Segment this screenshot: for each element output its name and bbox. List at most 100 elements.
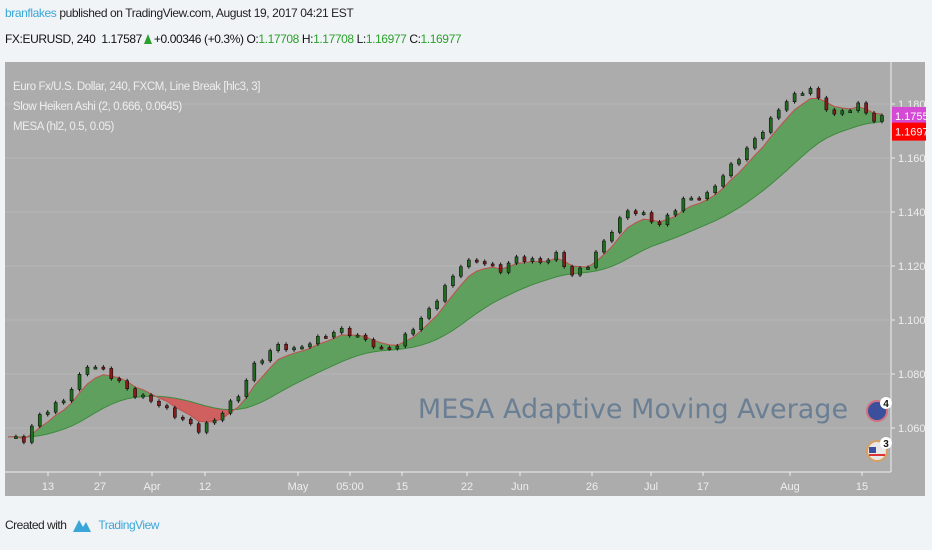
candle	[633, 210, 638, 215]
candle	[705, 192, 710, 199]
close-value: 1.16977	[420, 32, 462, 46]
chart-background	[5, 62, 925, 496]
candle	[419, 317, 423, 330]
candle	[355, 334, 360, 338]
mesa-cloud-segment	[627, 222, 636, 259]
publish-info: branflakes published on TradingView.com,…	[5, 6, 354, 20]
candle	[761, 132, 765, 139]
candle	[808, 88, 813, 94]
x-tick-label: May	[288, 481, 309, 493]
candle	[316, 336, 320, 345]
mesa-cloud-segment	[285, 352, 295, 390]
candle	[753, 138, 757, 149]
mesa-cloud-segment	[802, 98, 811, 157]
mesa-cloud-segment	[540, 260, 549, 283]
x-tick-label: 15	[856, 481, 868, 493]
event-count-badge	[880, 437, 892, 449]
high-value: 1.17708	[313, 32, 354, 46]
fama-line	[7, 121, 883, 438]
candle	[498, 264, 503, 273]
candle	[443, 285, 447, 302]
candle	[363, 334, 368, 340]
candle	[474, 259, 479, 263]
candle	[165, 405, 169, 409]
candle	[578, 267, 582, 276]
candle	[173, 407, 177, 418]
tradingview-logo-icon	[73, 520, 92, 532]
mesa-cloud-segment	[198, 403, 207, 423]
candle	[308, 343, 312, 348]
close-label: C:	[409, 32, 421, 46]
candle	[617, 217, 622, 233]
up-arrow-icon	[143, 34, 152, 44]
candle	[737, 159, 741, 165]
candle	[514, 256, 519, 264]
event-count: 3	[883, 439, 889, 450]
candle	[530, 258, 535, 262]
us-flag-canton	[869, 447, 876, 453]
candle	[546, 259, 551, 263]
candle	[610, 231, 614, 242]
candle	[157, 400, 161, 406]
candle	[602, 240, 606, 253]
candle	[506, 262, 511, 273]
author-link[interactable]: branflakes	[5, 6, 57, 20]
candle	[625, 210, 630, 219]
legend-heiken-ashi[interactable]: Slow Heiken Ashi (2, 0.666, 0.0645)	[13, 101, 182, 113]
candle	[554, 252, 559, 261]
high-label: H:	[301, 32, 314, 46]
mesa-cloud-segment	[643, 218, 652, 251]
candle	[482, 261, 487, 265]
mesa-cloud-segment	[293, 350, 303, 385]
candle	[856, 102, 860, 112]
candle	[125, 380, 129, 389]
candle	[459, 266, 463, 277]
price-label: 1.17557	[895, 111, 927, 123]
candle	[451, 275, 455, 286]
x-tick-label: Jul	[644, 481, 658, 493]
candle	[872, 112, 876, 122]
legend-mesa[interactable]: MESA (hl2, 0.5, 0.05)	[13, 121, 114, 133]
mesa-cloud-segment	[206, 405, 215, 423]
candle	[721, 175, 725, 187]
candle	[347, 327, 352, 337]
candle	[800, 93, 805, 96]
candle	[490, 263, 495, 267]
candle	[681, 198, 686, 212]
candle	[427, 308, 431, 319]
candle	[641, 212, 646, 215]
candle	[880, 115, 884, 122]
mesa-cloud-segment	[484, 266, 493, 309]
mesa-cloud-segment	[810, 98, 819, 150]
low-label: L:	[356, 32, 367, 46]
candle	[204, 422, 209, 433]
candle	[657, 221, 662, 226]
price-label-bg	[892, 122, 926, 141]
candle	[745, 147, 749, 160]
chart-legend: Euro Fx/U.S. Dollar, 240, FXCM, Line Bre…	[13, 77, 260, 137]
candle	[77, 374, 82, 390]
candle	[824, 97, 829, 111]
legend-main-series[interactable]: Euro Fx/U.S. Dollar, 240, FXCM, Line Bre…	[13, 81, 261, 93]
candle	[117, 378, 122, 382]
candle	[848, 110, 853, 114]
us-flag-stripe	[869, 454, 885, 456]
candle	[768, 117, 773, 133]
candle	[864, 102, 868, 114]
mesa-cloud-segment	[691, 203, 700, 232]
x-tick-label: Apr	[143, 481, 160, 493]
candle	[403, 333, 408, 347]
candle	[188, 418, 193, 425]
mesa-cloud-segment	[87, 377, 96, 418]
mesa-cloud-segment	[309, 343, 319, 377]
mesa-cloud-segment	[476, 268, 485, 314]
candle	[594, 251, 598, 268]
candle	[14, 436, 18, 439]
candle	[53, 402, 58, 413]
y-tick-label: 1.10000	[898, 315, 927, 327]
price-chart[interactable]: 1.180001.160001.140001.120001.100001.080…	[5, 62, 927, 498]
candle	[776, 109, 781, 119]
candle	[228, 400, 233, 414]
candle	[93, 366, 98, 370]
tradingview-link[interactable]: TradingView	[98, 518, 159, 532]
